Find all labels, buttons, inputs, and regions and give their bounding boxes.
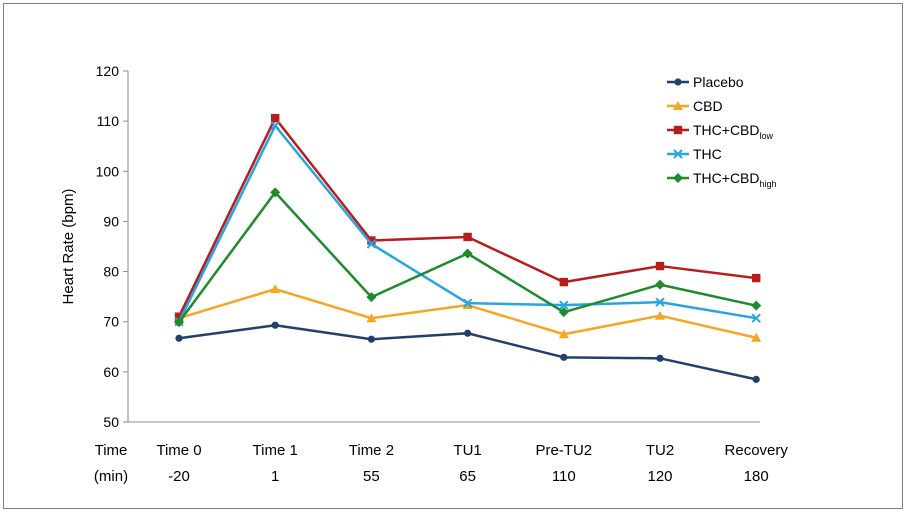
- y-axis-title: Heart Rate (bpm): [60, 189, 77, 305]
- x-tick-minutes: 65: [459, 468, 476, 485]
- data-point-thc-cbdlow: [752, 273, 761, 283]
- data-point-cbd: [558, 329, 569, 339]
- legend: Placebo CBD THC+CBDlow THC THC+CBDhigh: [667, 74, 777, 189]
- data-point-thc: [270, 120, 280, 131]
- x-tick-minutes: 55: [363, 468, 380, 485]
- data-point-thc-cbdhigh: [655, 279, 665, 290]
- x-axis-header-unit: (min): [94, 468, 128, 485]
- x-tick-label: Time 1: [253, 442, 298, 459]
- y-tick-label: 90: [103, 213, 119, 229]
- x-tick-minutes: 1: [271, 468, 279, 485]
- data-point-thc-cbdlow: [271, 113, 280, 123]
- legend-marker: [674, 78, 682, 86]
- data-point-placebo: [175, 334, 183, 342]
- legend-marker: [673, 149, 683, 159]
- data-point-thc-cbdlow: [367, 236, 376, 245]
- legend-item: CBD: [667, 98, 723, 114]
- y-tick-label: 50: [103, 414, 119, 430]
- x-tick-label: TU1: [453, 442, 481, 459]
- x-tick-label: Recovery: [725, 442, 789, 459]
- legend-item: Placebo: [667, 74, 744, 90]
- data-point-thc: [366, 239, 377, 249]
- legend-label: THC+CBDlow: [693, 122, 774, 141]
- legend-marker: [673, 125, 683, 135]
- data-point-thc-cbdlow: [559, 277, 568, 287]
- legend-marker: [673, 173, 683, 183]
- y-tick-label: 70: [103, 314, 119, 330]
- x-tick-label: Time 0: [156, 442, 201, 459]
- data-point-thc-cbdhigh: [558, 307, 569, 318]
- x-axis-header: Time: [95, 442, 128, 459]
- data-point-thc-cbdhigh: [174, 317, 184, 328]
- data-point-placebo: [752, 375, 760, 383]
- legend-label: Placebo: [693, 74, 744, 90]
- x-tick-label: Time 2: [349, 442, 394, 459]
- x-tick-minutes: 120: [647, 468, 672, 485]
- series-placebo: [175, 321, 760, 383]
- series-thc: [174, 120, 761, 327]
- series-thc-cbdlow: [174, 113, 761, 321]
- data-point-thc: [751, 313, 761, 323]
- series-thc-cbdhigh: [174, 187, 762, 328]
- y-tick-label: 120: [96, 63, 120, 79]
- data-point-thc-cbdhigh: [751, 300, 762, 311]
- y-tick-label: 100: [96, 163, 120, 179]
- data-point-thc: [462, 298, 473, 308]
- data-point-thc-cbdlow: [174, 312, 184, 321]
- data-point-cbd: [751, 332, 762, 342]
- data-point-thc-cbdlow: [655, 261, 665, 271]
- data-point-thc-cbdlow: [463, 232, 472, 242]
- data-point-placebo: [271, 321, 279, 329]
- legend-item: THC+CBDhigh: [667, 170, 777, 189]
- data-point-thc-cbdhigh: [462, 248, 473, 259]
- data-point-cbd: [270, 284, 281, 294]
- data-point-thc: [559, 300, 569, 310]
- x-tick-label: Pre-TU2: [535, 442, 592, 459]
- x-tick-minutes: -20: [168, 468, 190, 485]
- data-point-placebo: [464, 329, 472, 337]
- legend-item: THC: [667, 146, 722, 162]
- y-tick-label: 80: [103, 264, 119, 280]
- x-tick-minutes: 180: [744, 468, 769, 485]
- chart-frame: [3, 3, 903, 509]
- y-tick-label: 60: [103, 364, 119, 380]
- legend-label: THC+CBDhigh: [693, 170, 777, 189]
- x-tick-label: TU2: [646, 442, 674, 459]
- y-tick-label: 110: [97, 113, 120, 129]
- legend-label: THC: [693, 146, 722, 162]
- plot-area: [174, 113, 762, 383]
- legend-item: THC+CBDlow: [667, 122, 774, 141]
- data-point-thc-cbdhigh: [270, 187, 281, 198]
- data-point-thc-cbdhigh: [366, 292, 377, 303]
- data-point-placebo: [656, 354, 664, 362]
- axes: 50 60 70 80 90 100 110 120 Heart Rate (bpm) Time (…: [60, 63, 788, 485]
- data-point-thc: [655, 297, 665, 307]
- data-point-cbd: [366, 313, 377, 323]
- data-point-placebo: [367, 335, 375, 343]
- data-point-placebo: [560, 353, 568, 361]
- legend-marker: [673, 101, 683, 110]
- x-tick-minutes: 110: [552, 468, 576, 485]
- data-point-cbd: [655, 310, 665, 320]
- legend-label: CBD: [693, 98, 723, 114]
